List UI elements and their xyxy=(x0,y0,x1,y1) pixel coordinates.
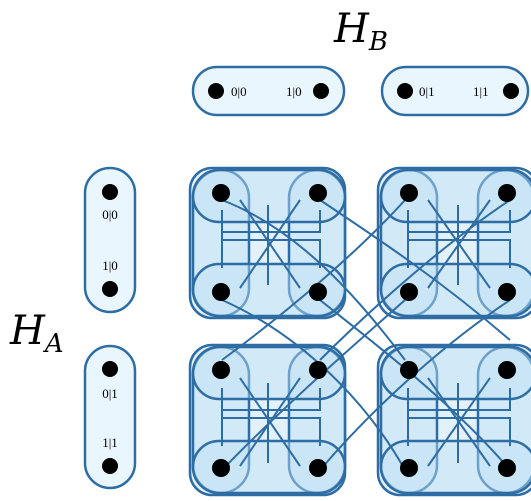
left-pill-2-top-dot xyxy=(102,361,118,377)
left-pill-2-top-label: 0|1 xyxy=(102,386,118,401)
top-pill-1-right-dot xyxy=(313,83,329,99)
block-top-right xyxy=(376,166,531,320)
left-pill-1-bottom-dot xyxy=(102,281,118,297)
top-pill-2-right-label: 1|1 xyxy=(473,84,489,99)
left-pill-1: 0|0 1|0 xyxy=(83,166,137,314)
ha-label-sub: A xyxy=(43,329,64,359)
left-pill-2-bottom-dot xyxy=(102,458,118,474)
top-pill-1-left-label: 0|0 xyxy=(231,84,247,99)
top-pill-2-right-dot xyxy=(503,83,519,99)
top-pill-2: 0|1 1|1 xyxy=(380,65,530,117)
top-pill-2-left-label: 0|1 xyxy=(419,84,435,99)
top-pill-1-left-dot xyxy=(208,83,224,99)
left-pill-1-top-label: 0|0 xyxy=(102,207,118,222)
left-pill-1-bottom-label: 1|0 xyxy=(102,258,118,273)
hb-label-sub: B xyxy=(368,27,388,57)
top-pill-2-left-dot xyxy=(397,83,413,99)
ha-label: HA xyxy=(9,308,64,359)
ha-label-main: H xyxy=(9,308,46,354)
hb-label-main: H xyxy=(333,6,370,52)
left-pill-2-bottom-label: 1|1 xyxy=(102,435,118,450)
block-bottom-right xyxy=(376,343,531,497)
block-grid xyxy=(188,166,531,497)
hb-label: HB xyxy=(333,6,388,57)
left-pill-1-top-dot xyxy=(102,184,118,200)
left-pill-2: 0|1 1|1 xyxy=(83,344,137,490)
top-pill-1-right-label: 1|0 xyxy=(286,84,302,99)
top-pill-1: 0|0 1|0 xyxy=(191,65,346,117)
